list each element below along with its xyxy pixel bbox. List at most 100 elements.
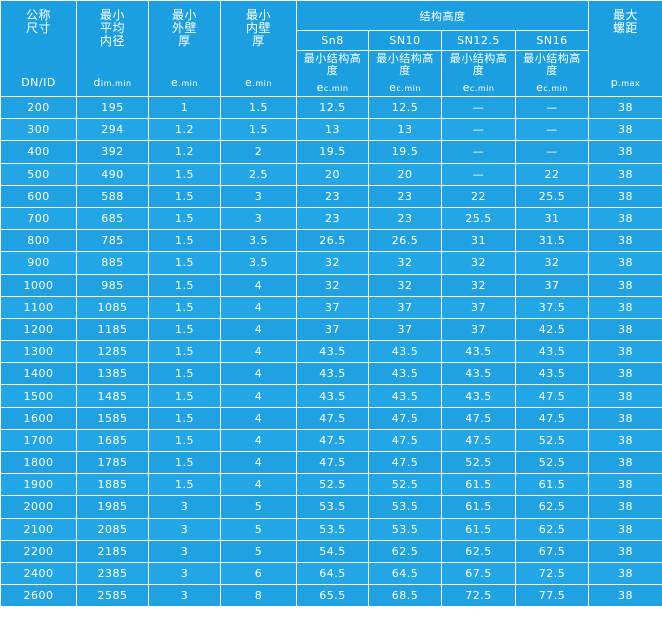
table-cell: 20 bbox=[368, 162, 442, 186]
sub-title: 最小结构高度 bbox=[449, 52, 508, 77]
table-cell: 2185 bbox=[76, 539, 149, 563]
table-cell: 4 bbox=[220, 450, 297, 475]
table-cell: 38 bbox=[588, 561, 662, 586]
table-cell: 32 bbox=[368, 273, 442, 297]
table-cell: 25.5 bbox=[515, 184, 589, 208]
class-header: SN16 bbox=[515, 30, 589, 51]
sub-header: 最小结构高度 ec.min bbox=[368, 50, 442, 97]
table-cell: 52.5 bbox=[368, 473, 442, 497]
table-cell: 47.5 bbox=[441, 406, 516, 430]
table-cell: 392 bbox=[76, 140, 149, 164]
table-cell: 600 bbox=[0, 184, 77, 208]
table-cell: 1.5 bbox=[220, 118, 297, 142]
table-cell: 1.5 bbox=[148, 273, 221, 297]
table-cell: 38 bbox=[588, 229, 662, 253]
table-cell: 32 bbox=[296, 251, 369, 275]
table-row: 300 294 1.2 1.5 13 13— —38 bbox=[0, 118, 662, 142]
table-cell: 1200 bbox=[0, 317, 77, 342]
table-cell: 1.5 bbox=[148, 184, 221, 208]
table-cell: 37.5 bbox=[515, 295, 589, 319]
sub-title: 最小结构高度 bbox=[523, 52, 581, 77]
header-title: 最小平均内径 bbox=[99, 7, 125, 48]
table-cell: 685 bbox=[76, 206, 149, 231]
table-cell: 588 bbox=[76, 184, 149, 208]
table-cell: 20 bbox=[296, 162, 369, 186]
header-subscript: c.min bbox=[396, 84, 421, 93]
table-cell: 1685 bbox=[76, 428, 149, 453]
table-cell: 52.5 bbox=[515, 428, 589, 453]
table-cell: 1.5 bbox=[148, 295, 221, 319]
table-cell: 32 bbox=[515, 251, 589, 275]
table-cell: 5 bbox=[220, 539, 297, 563]
header-symbol: DN/ID bbox=[21, 75, 56, 89]
table-cell: 38 bbox=[588, 584, 662, 608]
table-cell: 1485 bbox=[76, 384, 149, 408]
table-row: 2200 2185 3 5 54.5 62.5 62.5 67.5 38 bbox=[0, 539, 662, 563]
table-cell: — bbox=[441, 118, 516, 142]
table-row: 400 392 1.2 2 19.5 19.5— —38 bbox=[0, 140, 662, 164]
table-cell: 1400 bbox=[0, 362, 77, 386]
table-cell: 38 bbox=[588, 140, 662, 164]
table-cell: 1.5 bbox=[148, 384, 221, 408]
table-cell: 2000 bbox=[0, 495, 77, 519]
table-cell: 72.5 bbox=[515, 561, 589, 586]
table-cell: 1.5 bbox=[148, 428, 221, 453]
header-subscript: c.min bbox=[469, 84, 495, 93]
table-cell: 23 bbox=[296, 184, 369, 208]
table-header: 公称尺寸 DN/ID 最小平均内径 dim.min 最小外壁厚 e.min 最小内壁厚… bbox=[0, 0, 662, 97]
table-cell: 1.5 bbox=[148, 206, 221, 231]
table-cell: 53.5 bbox=[296, 495, 369, 519]
table-cell: 1.2 bbox=[148, 118, 221, 142]
table-row: 700 685 1.5 3 23 23 25.5 31 38 bbox=[0, 206, 662, 231]
table-cell: 38 bbox=[588, 317, 662, 342]
table-cell: 53.5 bbox=[368, 495, 442, 519]
table-cell: 37 bbox=[515, 273, 589, 297]
table-row: 1900 1885 1.5 4 52.5 52.5 61.5 61.5 38 bbox=[0, 473, 662, 497]
table-cell: 294 bbox=[76, 118, 149, 142]
table-cell: 52.5 bbox=[441, 450, 516, 475]
table-cell: 300 bbox=[0, 118, 77, 142]
table-cell: 37 bbox=[441, 295, 516, 319]
table-body: 200 195 1 1.5 12.5 12.5— —38 300 294 1.2 1.5 13 13— —… bbox=[0, 95, 662, 608]
header-symbol: e bbox=[462, 81, 470, 94]
table-cell: 6 bbox=[220, 561, 297, 586]
table-cell: 1.5 bbox=[148, 162, 221, 186]
table-cell: 1100 bbox=[0, 295, 77, 319]
sub-title: 最小结构高度 bbox=[376, 52, 434, 77]
table-cell: 900 bbox=[0, 251, 77, 275]
table-cell: 1785 bbox=[76, 450, 149, 475]
table-cell: 37 bbox=[296, 317, 369, 342]
table-cell: 38 bbox=[588, 184, 662, 208]
header-symbol: p bbox=[610, 75, 619, 89]
table-cell: 43.5 bbox=[515, 362, 589, 386]
table-row: 500 490 1.5 2.5 20 20—22 38 bbox=[0, 162, 662, 186]
table-cell: 38 bbox=[588, 406, 662, 430]
table-cell: 38 bbox=[588, 495, 662, 519]
table-cell: 61.5 bbox=[441, 473, 516, 497]
header-subscript: im.min bbox=[100, 78, 132, 88]
table-cell: 32 bbox=[441, 251, 516, 275]
table-cell: 62.5 bbox=[515, 495, 589, 519]
table-cell: 53.5 bbox=[296, 517, 369, 541]
table-cell: 38 bbox=[588, 362, 662, 386]
table-cell: — bbox=[441, 95, 516, 120]
table-cell: 13 bbox=[368, 118, 442, 142]
header-cell: 公称尺寸 DN/ID bbox=[0, 0, 77, 97]
table-cell: 500 bbox=[0, 162, 77, 186]
table-cell: 5 bbox=[220, 495, 297, 519]
table-cell: 1800 bbox=[0, 450, 77, 475]
table-cell: 985 bbox=[76, 273, 149, 297]
table-cell: 62.5 bbox=[515, 517, 589, 541]
table-cell: 23 bbox=[368, 206, 442, 231]
header-symbol: e bbox=[245, 75, 253, 89]
table-cell: 53.5 bbox=[368, 517, 442, 541]
table-cell: 4 bbox=[220, 273, 297, 297]
table-row: 2400 2385 3 6 64.5 64.5 67.5 72.5 38 bbox=[0, 561, 662, 586]
table-cell: 12.5 bbox=[368, 95, 442, 120]
table-cell: 19.5 bbox=[296, 140, 369, 164]
table-row: 800 785 1.5 3.5 26.5 26.5 31 31.5 38 bbox=[0, 229, 662, 253]
table-cell: 68.5 bbox=[368, 584, 442, 608]
table-cell: 77.5 bbox=[515, 584, 589, 608]
table-cell: 1.5 bbox=[148, 251, 221, 275]
